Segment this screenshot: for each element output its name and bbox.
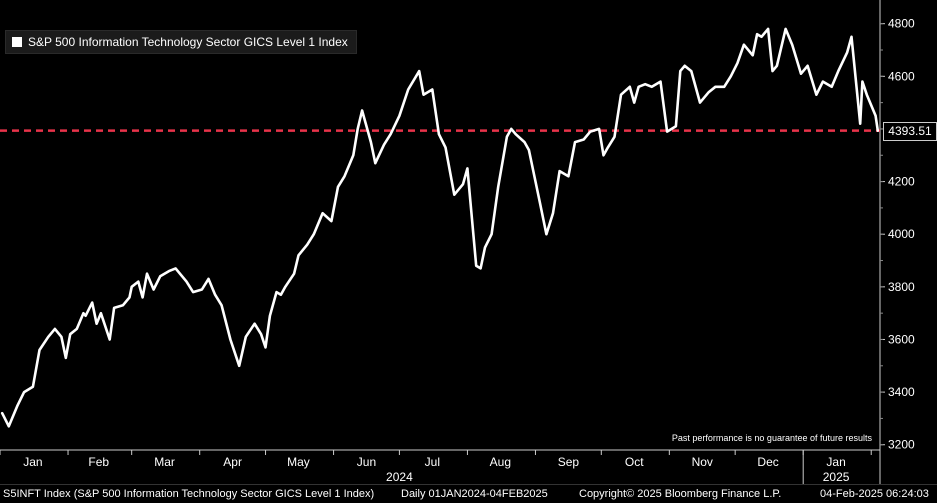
footer-copyright: Copyright© 2025 Bloomberg Finance L.P.: [579, 488, 782, 500]
x-tick-label: Jan: [23, 455, 42, 469]
y-tick-label: 3400: [888, 385, 915, 399]
line-chart: 320034003600380040004200440046004800JanF…: [0, 0, 916, 484]
x-tick-label: Feb: [88, 455, 109, 469]
legend: S&P 500 Information Technology Sector GI…: [5, 30, 357, 54]
x-tick-label: Aug: [490, 455, 511, 469]
x-tick-label: Sep: [558, 455, 580, 469]
y-tick-label: 4800: [888, 17, 915, 31]
disclaimer-text: Past performance is no guarantee of futu…: [671, 433, 872, 443]
footer-range: Daily 01JAN2024-04FEB2025: [401, 488, 548, 500]
x-tick-label: Dec: [757, 455, 778, 469]
x-tick-label: May: [287, 455, 310, 469]
y-tick-label: 4000: [888, 227, 915, 241]
y-tick-label: 4200: [888, 175, 915, 189]
legend-label: S&P 500 Information Technology Sector GI…: [28, 35, 348, 49]
footer-bar: S5INFT Index (S&P 500 Information Techno…: [0, 484, 937, 503]
x-tick-label: Jan: [826, 455, 845, 469]
y-tick-label: 3800: [888, 280, 915, 294]
x-year-label: 2025: [823, 470, 850, 484]
legend-swatch: [12, 37, 22, 47]
last-value-badge: 4393.51: [883, 122, 937, 141]
x-year-label: 2024: [386, 470, 413, 484]
x-tick-label: Oct: [625, 455, 644, 469]
y-tick-label: 3600: [888, 332, 915, 346]
last-value-text: 4393.51: [888, 124, 932, 138]
y-tick-label: 3200: [888, 438, 915, 452]
x-tick-label: Apr: [223, 455, 242, 469]
x-tick-label: Jul: [425, 455, 440, 469]
x-tick-label: Nov: [692, 455, 713, 469]
footer-ticker: S5INFT Index (S&P 500 Information Techno…: [3, 488, 375, 500]
y-tick-label: 4600: [888, 69, 915, 83]
footer-timestamp: 04-Feb-2025 06:24:03: [820, 488, 929, 500]
x-tick-label: Mar: [154, 455, 175, 469]
x-tick-label: Jun: [357, 455, 376, 469]
series-line: [0, 27, 880, 428]
